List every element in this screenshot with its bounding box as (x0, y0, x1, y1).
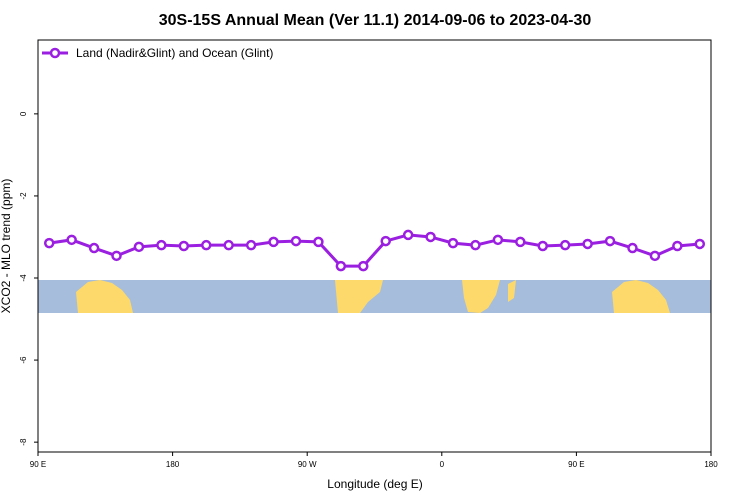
data-point (425, 231, 436, 243)
data-point (43, 237, 55, 249)
data-point (470, 239, 481, 251)
data-point (335, 260, 347, 272)
data-point (694, 238, 706, 250)
data-point (290, 235, 302, 247)
data-point (156, 239, 167, 251)
series-line (48, 233, 700, 268)
data-point (515, 236, 526, 248)
land (76, 280, 133, 313)
y-tick-label: 0 (19, 111, 28, 116)
x-tick-label: 180 (166, 460, 180, 469)
data-point (245, 239, 257, 251)
y-tick-label: -4 (19, 274, 28, 282)
data-point (604, 235, 616, 247)
map-band (38, 280, 711, 313)
y-tick-label: -8 (19, 438, 28, 446)
data-point (380, 235, 391, 247)
data-point (268, 236, 279, 248)
data-point (672, 240, 683, 252)
data-point (201, 239, 212, 251)
x-tick-label: 90 E (568, 460, 584, 469)
legend-marker (49, 47, 61, 59)
land (508, 280, 516, 302)
x-tick-label: 90 W (298, 460, 317, 469)
land (612, 280, 670, 313)
y-tick-label: -6 (19, 356, 28, 364)
data-point (313, 236, 324, 248)
data-point (133, 241, 145, 253)
data-point (582, 238, 593, 250)
x-tick-label: 180 (704, 460, 718, 469)
data-point (66, 234, 77, 246)
x-tick-label: 90 E (30, 460, 46, 469)
chart-title: 30S-15S Annual Mean (Ver 11.1) 2014-09-0… (159, 12, 592, 29)
x-tick-label: 0 (440, 460, 445, 469)
legend-label: Land (Nadir&Glint) and Ocean (Glint) (76, 46, 273, 60)
data-point (492, 234, 504, 246)
data-point (537, 240, 548, 252)
y-tick-label: -2 (19, 192, 28, 200)
data-point (358, 260, 369, 272)
x-axis-label: Longitude (deg E) (327, 477, 422, 491)
data-point (402, 229, 414, 241)
data-point (178, 240, 190, 252)
data-point (111, 250, 122, 262)
data-point (627, 242, 638, 254)
data-point (447, 237, 459, 249)
data-point (88, 242, 100, 254)
y-axis-label: XCO2 - MLO trend (ppm) (0, 179, 13, 314)
land (335, 280, 383, 313)
data-point (559, 239, 571, 251)
data-point (649, 250, 661, 262)
data-point (223, 239, 234, 251)
plot-frame (37, 39, 712, 453)
land (462, 280, 500, 313)
